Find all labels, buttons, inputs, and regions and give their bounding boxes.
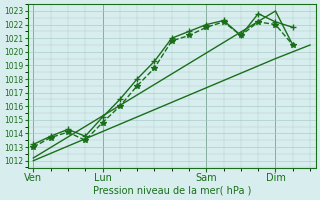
- X-axis label: Pression niveau de la mer( hPa ): Pression niveau de la mer( hPa ): [92, 186, 251, 196]
